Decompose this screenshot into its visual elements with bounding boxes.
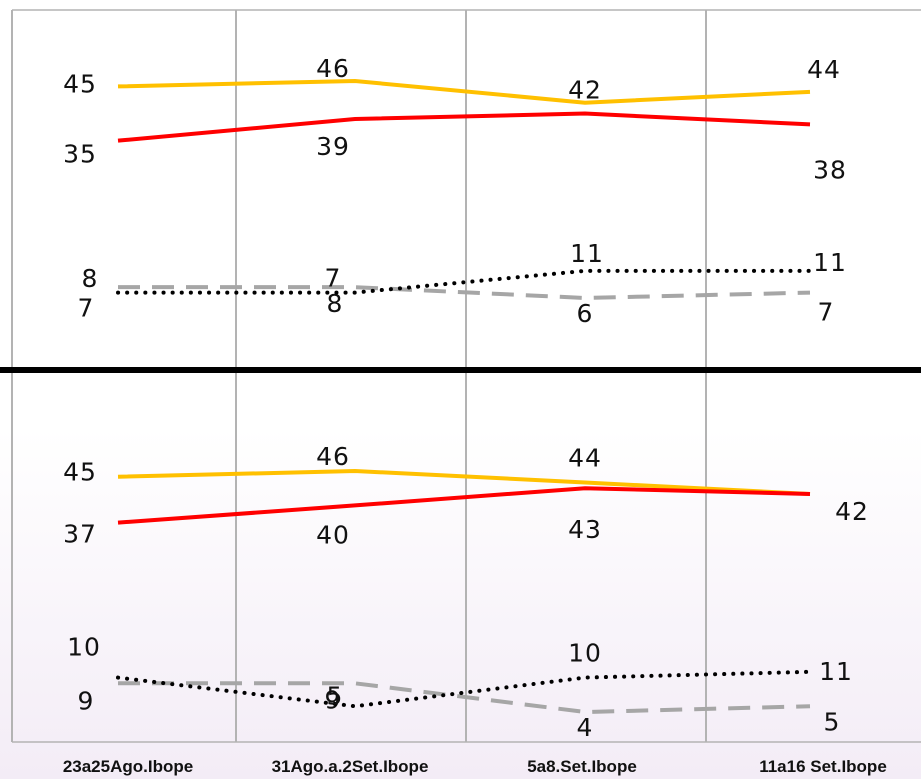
x-tick-label-1: 23a25Ago.Ibope: [63, 757, 193, 776]
panel-2-series-2-line: [117, 486, 811, 525]
panel-1-series-3-line: [118, 285, 811, 301]
panel-2-series-3-label-2: 9: [325, 685, 342, 714]
panel-2-series-2-label-3: 43: [568, 515, 602, 544]
panel-2-series-1-line: [117, 468, 811, 496]
panel-2-series-1-label-1: 45: [63, 458, 97, 487]
panel-1-series-1-label-3: 42: [568, 76, 602, 105]
panel-1-series-1-line: [117, 78, 811, 105]
x-tick-label-4: 11a16 Set.Ibope: [759, 757, 887, 776]
x-tick-label-2: 31Ago.a.2Set.Ibope: [272, 757, 429, 776]
panel-2-series-1-label-4: 42: [835, 497, 869, 526]
panel-1-series-1-label-4: 44: [807, 55, 841, 84]
panel-1-series-1-label-1: 45: [63, 69, 97, 98]
panel-2-series-3-label-3: 4: [577, 713, 594, 742]
panel-2-series-2-label-1: 37: [63, 520, 97, 549]
panel-1-series-2-label-2: 39: [316, 132, 350, 161]
panel-2-series-2-label-2: 40: [316, 520, 350, 549]
panel-1-series-3-label-4: 7: [818, 298, 835, 327]
panel-2-series-1-label-2: 46: [316, 442, 350, 471]
panel-1-series-2-label-4: 38: [813, 155, 847, 184]
panel-1-series-3-label-1: 8: [82, 264, 99, 293]
panel-2-series-4-label-4: 11: [819, 657, 853, 686]
panel-1-series-2-label-1: 35: [63, 140, 97, 169]
panel-1-series-4-label-4: 11: [813, 248, 847, 277]
panel-2-series-4-label-3: 10: [568, 639, 602, 668]
x-tick-label-3: 5a8.Set.Ibope: [527, 757, 637, 776]
panel-1-series-4-label-1: 7: [78, 294, 95, 323]
panel-2-series-4-label-2: 5: [327, 681, 344, 710]
panel-1-series-1-label-2: 46: [316, 54, 350, 83]
panel-1-series-3-label-3: 6: [577, 299, 594, 328]
panel-2-series-4-line: [116, 669, 812, 709]
panel-1-series-2-line: [117, 111, 811, 143]
panel-1-series-3-label-2: 8: [327, 289, 344, 318]
panel-2-series-3-line: [118, 681, 811, 715]
panel-1-series-4-label-3: 11: [570, 239, 604, 268]
panel-2-series-1-label-3: 44: [568, 443, 602, 472]
panel-2-series-4-label-1: 10: [67, 633, 101, 662]
panel-2-series-3-label-4: 5: [824, 707, 841, 736]
panel-2-series-3-label-1: 9: [78, 686, 95, 715]
panel-1-series-4-line: [116, 268, 812, 295]
panel-1-series-4-label-2: 7: [325, 264, 342, 293]
